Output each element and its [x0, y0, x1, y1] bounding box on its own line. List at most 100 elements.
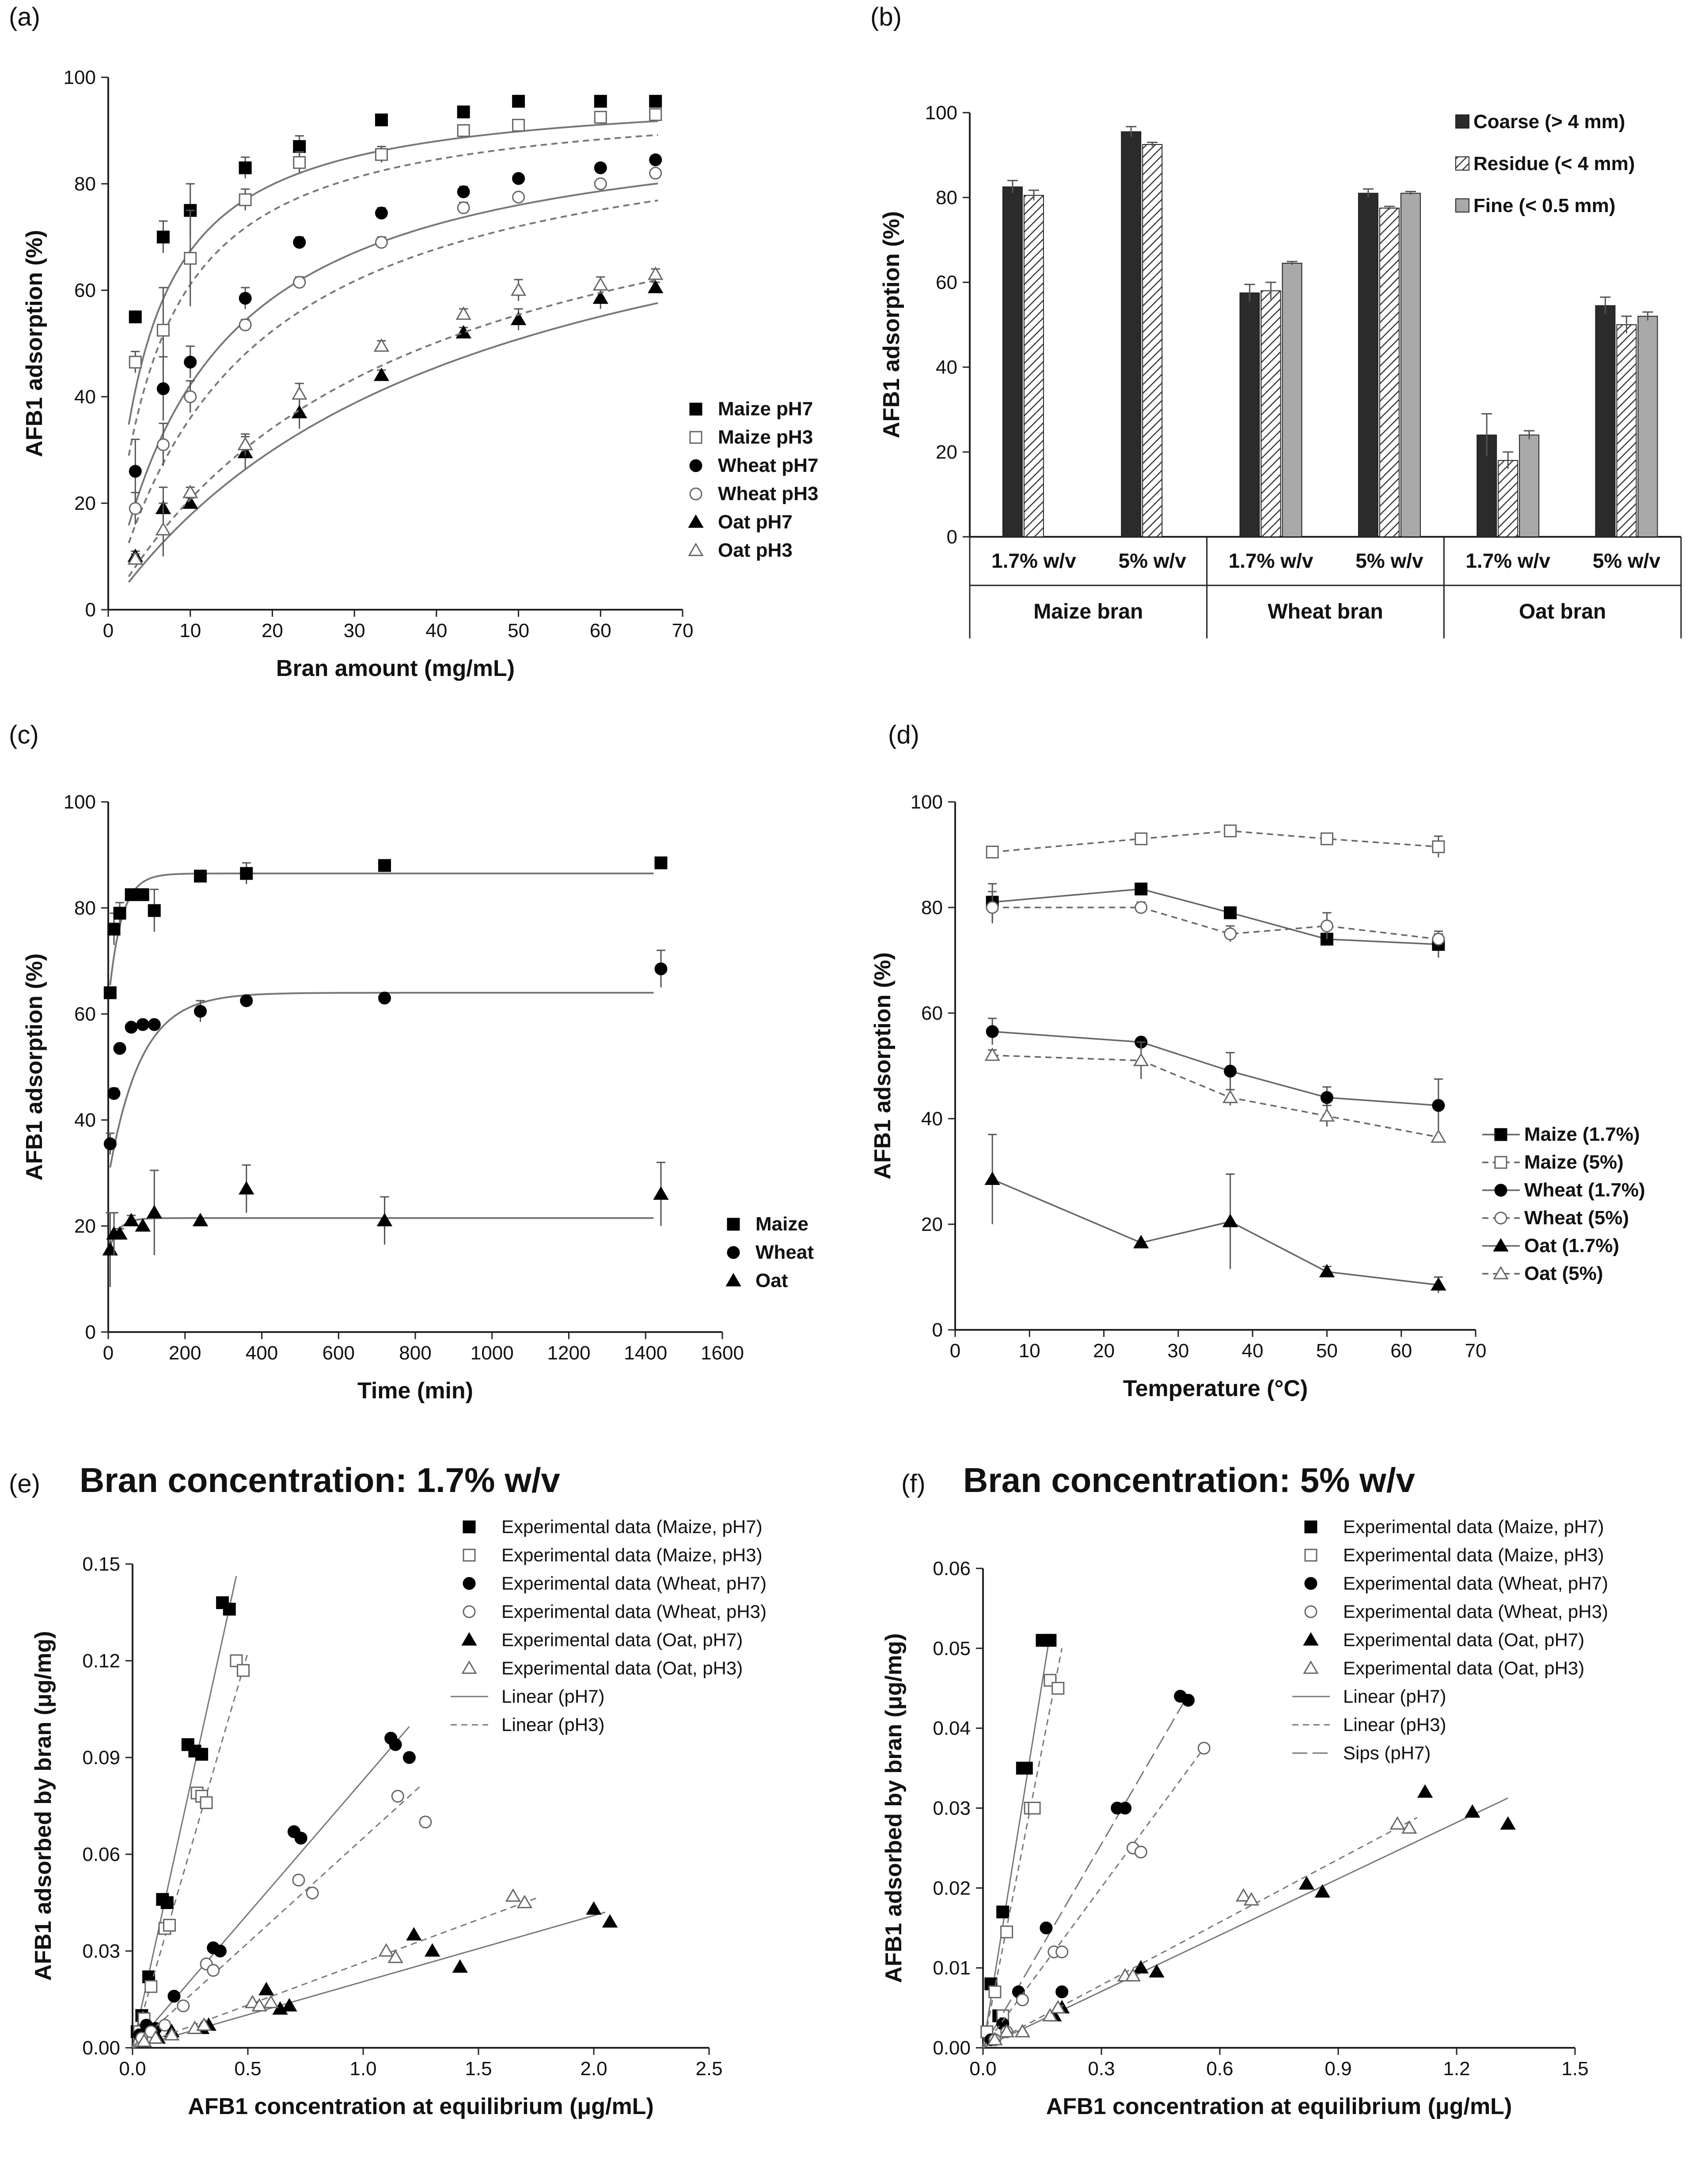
f-legend-label: Linear (pH7): [1343, 1686, 1446, 1707]
e-legend-label: Linear (pH3): [501, 1714, 604, 1735]
a-y-tick-label: 60: [74, 280, 96, 301]
d-data-point: [986, 901, 999, 914]
d-series-line: [992, 907, 1439, 940]
f-data-point: [1014, 2024, 1031, 2038]
a-x-tick-label: 30: [344, 620, 365, 642]
a-fit-curve: [128, 279, 658, 577]
a-y-tick-label: 100: [64, 67, 96, 88]
panel-label-b: (b): [870, 3, 902, 31]
d-x-tick-label: 40: [1242, 1340, 1264, 1362]
a-fit-curve: [128, 199, 658, 543]
d-legend-marker: [1494, 1184, 1507, 1197]
c-y-tick-label: 80: [74, 897, 96, 919]
a-data-point: [594, 95, 607, 108]
f-series-wheat-ph3: [982, 1742, 1211, 2048]
d-series-line: [992, 888, 1439, 945]
d-series-line: [992, 1178, 1439, 1286]
a-data-point: [293, 276, 306, 289]
e-legend-label: Linear (pH7): [501, 1686, 604, 1707]
a-legend-label: Oat pH7: [718, 511, 793, 533]
c-legend-label: Wheat: [755, 1241, 814, 1263]
c-x-tick-label: 200: [169, 1342, 201, 1364]
f-y-tick-label: 0.05: [933, 1638, 971, 1659]
a-data-point: [184, 252, 197, 265]
d-data-point: [1432, 933, 1445, 946]
chart-f-isotherm-5pct: 0.0 0.3 0.6 0.9 1.2 1.5 0.00 0.01 0.02 0.03 0.04 0.…: [881, 1516, 1608, 2119]
a-data-point: [373, 338, 390, 352]
d-series-maize-1-7-: [986, 882, 1445, 958]
c-data-point: [148, 1018, 161, 1031]
f-legend-label: Experimental data (Maize, pH7): [1343, 1516, 1604, 1537]
d-data-point: [1320, 1091, 1333, 1104]
a-data-point: [592, 290, 608, 304]
f-legend-marker: [1304, 1520, 1317, 1534]
f-data-point: [996, 1906, 1010, 1919]
d-series-line: [992, 1031, 1439, 1106]
f-data-point: [1020, 1761, 1033, 1775]
e-y-tick-label: 0.09: [82, 1747, 120, 1769]
a-data-point: [182, 485, 198, 498]
f-data-point: [1042, 2008, 1058, 2022]
a-x-tick-label: 10: [179, 620, 201, 642]
a-data-point: [648, 280, 664, 293]
b-legend-swatch: [1455, 156, 1469, 171]
d-legend-marker: [1493, 1266, 1509, 1279]
e-data-point: [263, 1994, 279, 2008]
f-fit-line: [983, 1817, 1418, 2049]
a-series-oat-ph7: [127, 280, 664, 583]
e-legend-marker: [463, 1520, 476, 1534]
e-series-wheat-ph7: [132, 1726, 416, 2048]
a-fit-curve: [128, 302, 658, 583]
f-data-point: [1314, 1884, 1330, 1898]
e-data-point: [258, 1982, 274, 1996]
e-legend-marker: [463, 1605, 476, 1618]
c-y-tick-label: 60: [74, 1003, 96, 1025]
f-data-point: [1465, 1804, 1480, 1818]
d-x-tick-label: 50: [1316, 1340, 1338, 1362]
a-legend-label: Oat pH3: [718, 539, 793, 561]
d-legend-marker: [1494, 1211, 1507, 1225]
f-legend-label: Experimental data (Oat, pH3): [1343, 1658, 1584, 1678]
a-data-point: [512, 190, 525, 204]
b-group-label: Oat bran: [1519, 600, 1606, 623]
a-data-point: [594, 177, 607, 190]
c-x-tick-label: 1000: [471, 1342, 514, 1364]
f-data-point: [1016, 1993, 1029, 2006]
e-legend-label: Experimental data (Wheat, pH3): [501, 1601, 767, 1622]
f-data-point: [1182, 1693, 1195, 1707]
f-data-point: [1298, 1876, 1315, 1890]
e-data-point: [402, 1751, 416, 1764]
a-data-point: [512, 95, 525, 108]
c-legend-marker: [727, 1218, 740, 1231]
b-concentration-label: 1.7% w/v: [1229, 549, 1313, 572]
a-data-point: [184, 356, 197, 369]
f-data-point: [1235, 1888, 1252, 1902]
d-y-tick-label: 100: [911, 791, 943, 813]
f-data-point: [1134, 1845, 1147, 1859]
d-data-point: [1431, 1277, 1446, 1291]
b-concentration-label: 1.7% w/v: [991, 549, 1076, 572]
e-data-point: [389, 1738, 402, 1751]
e-data-point: [148, 2030, 163, 2044]
c-data-point: [194, 1005, 207, 1018]
a-data-point: [292, 386, 307, 400]
f-legend: Experimental data (Maize, pH7) Experiment…: [1292, 1516, 1608, 1763]
a-data-point: [592, 277, 608, 291]
b-bar-solid-dark: [1239, 292, 1260, 537]
b-bar-cluster: [1476, 413, 1540, 538]
d-legend-label: Oat (1.7%): [1524, 1235, 1619, 1257]
panel-label-c: (c): [9, 721, 39, 749]
b-bar-solid-dark: [1121, 131, 1142, 537]
d-series-maize-5-: [986, 824, 1445, 859]
f-x-tick-label: 0.9: [1325, 2058, 1351, 2080]
d-x-axis-label: Temperature (°C): [1123, 1376, 1308, 1401]
e-data-point: [294, 1832, 307, 1845]
d-x-tick-label: 60: [1390, 1340, 1412, 1362]
a-data-point: [239, 193, 252, 206]
b-bar-hatched: [1616, 324, 1637, 537]
a-data-point: [129, 356, 142, 369]
c-series-oat: [102, 1162, 669, 1287]
f-x-tick-label: 0.0: [969, 2058, 996, 2080]
e-x-tick-label: 0.5: [234, 2058, 261, 2080]
b-bar-hatched: [1142, 144, 1163, 537]
